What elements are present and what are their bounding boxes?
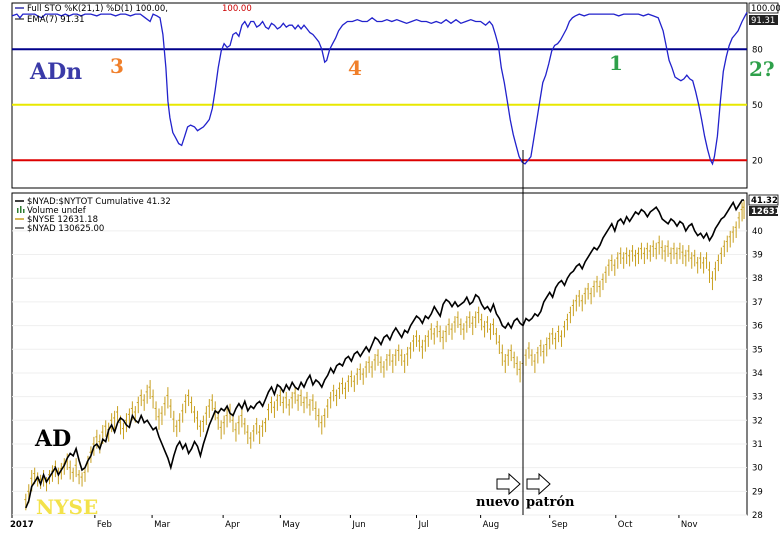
oscillator-levels (12, 48, 747, 162)
oscillator-panel: 80 50 20 Full STO %K(21,1) %D(1) 100.00, 1… (11, 2, 780, 189)
price-legend-1: $NYAD:$NYTOT Cumulative 41.32 (27, 197, 171, 207)
price-x-tick-label: Oct (618, 520, 633, 530)
oscillator-legend-2: EMA(7) 91.31 (27, 15, 85, 25)
price-legend: $NYAD:$NYTOT Cumulative 41.32 Volume und… (15, 197, 171, 234)
arrow-right-icon (496, 472, 521, 496)
phase-1-label: 1 (609, 51, 623, 75)
price-y-tick-label: 32 (752, 416, 763, 426)
phase-3-label: 3 (110, 54, 124, 78)
price-x-tick-label: Sep (552, 520, 568, 530)
price-legend-4: $NYAD 130625.00 (27, 224, 104, 234)
oscillator-legend-1: Full STO %K(21,1) %D(1) 100.00, (27, 4, 168, 14)
price-frame (11, 192, 748, 516)
price-grid (12, 230, 747, 516)
nuevo-label: nuevo (476, 495, 520, 510)
ad-label: AD (34, 426, 71, 452)
price-legend-2: Volume undef (27, 206, 87, 216)
price-y-tick-label: 40 (752, 227, 763, 237)
price-y-tick-label: 37 (752, 298, 763, 308)
patron-label: patrón (526, 495, 575, 510)
nyad-line (25, 199, 744, 509)
oscillator-y-tick-label: 50 (752, 101, 763, 111)
price-badge-2-text: 12631 (751, 207, 780, 217)
oscillator-series (11, 11, 748, 166)
price-y-tick-label: 33 (752, 393, 763, 403)
price-y-tick-label: 35 (752, 345, 763, 355)
phase-4-label: 4 (348, 56, 362, 80)
oscillator-badge-1 (748, 2, 779, 14)
oscillator-y-ticks: 80 50 20 (752, 45, 763, 166)
price-x-tick-label: Jun (351, 520, 365, 530)
price-y-tick-label: 28 (752, 511, 763, 521)
phase-2-label: 2? (749, 57, 775, 81)
nyad-series-line (25, 199, 744, 509)
price-y-ticks: 28 29 30 31 32 33 34 35 36 37 38 39 40 (752, 227, 763, 521)
price-y-tick-label: 39 (752, 251, 763, 261)
price-x-tick-label: Jul (417, 520, 428, 530)
nyse-candles (24, 200, 745, 511)
price-x-tick-label: Aug (483, 520, 500, 530)
oscillator-frame (11, 2, 748, 189)
price-x-tick-label: Feb (97, 520, 112, 530)
arrow-right-icon (526, 472, 551, 496)
price-y-tick-label: 30 (752, 464, 763, 474)
oscillator-badge-2 (749, 15, 778, 25)
oscillator-legend-1-extra: 100.00 (222, 4, 252, 14)
price-y-tick-label: 31 (752, 440, 763, 450)
price-y-tick-label: 36 (752, 322, 763, 332)
price-x-ticks: 2017 Feb Mar Apr May Jun Jul Aug Sep Oct Nov (10, 515, 698, 530)
price-y-tick-label: 29 (752, 487, 763, 497)
volume-swatch-bar-1 (17, 208, 19, 213)
nyse-label: NYSE (36, 495, 98, 519)
price-badge-1-text: 41.32 (751, 196, 778, 206)
price-y-tick-label: 38 (752, 274, 763, 284)
price-panel: 28 29 30 31 32 33 34 35 36 37 38 39 40 2017 Feb Mar Apr… (10, 192, 780, 530)
price-y-tick-label: 34 (752, 369, 763, 379)
price-x-tick-label: Apr (225, 520, 240, 530)
oscillator-y-tick-label: 80 (752, 45, 763, 55)
oscillator-legend: Full STO %K(21,1) %D(1) 100.00, 100.00 E… (15, 4, 252, 25)
price-x-tick-label: 2017 (10, 520, 34, 530)
price-x-tick-label: May (282, 520, 300, 530)
adn-label: ADn (29, 59, 82, 85)
oscillator-badge-2-text: 91.31 (751, 16, 775, 26)
price-x-tick-label: Nov (681, 520, 698, 530)
price-badge-1 (748, 194, 779, 206)
oscillator-series-line (11, 11, 748, 166)
pattern-annotation: nuevo patrón (476, 472, 575, 510)
volume-swatch-bar-2 (20, 206, 22, 213)
volume-swatch-bar-3 (23, 209, 25, 213)
price-badge-2 (749, 206, 778, 216)
oscillator-y-tick-label: 20 (752, 156, 763, 166)
oscillator-badge-1-text: 100.00 (751, 4, 780, 14)
price-legend-3: $NYSE 12631.18 (27, 215, 98, 225)
price-x-tick-label: Mar (154, 520, 171, 530)
